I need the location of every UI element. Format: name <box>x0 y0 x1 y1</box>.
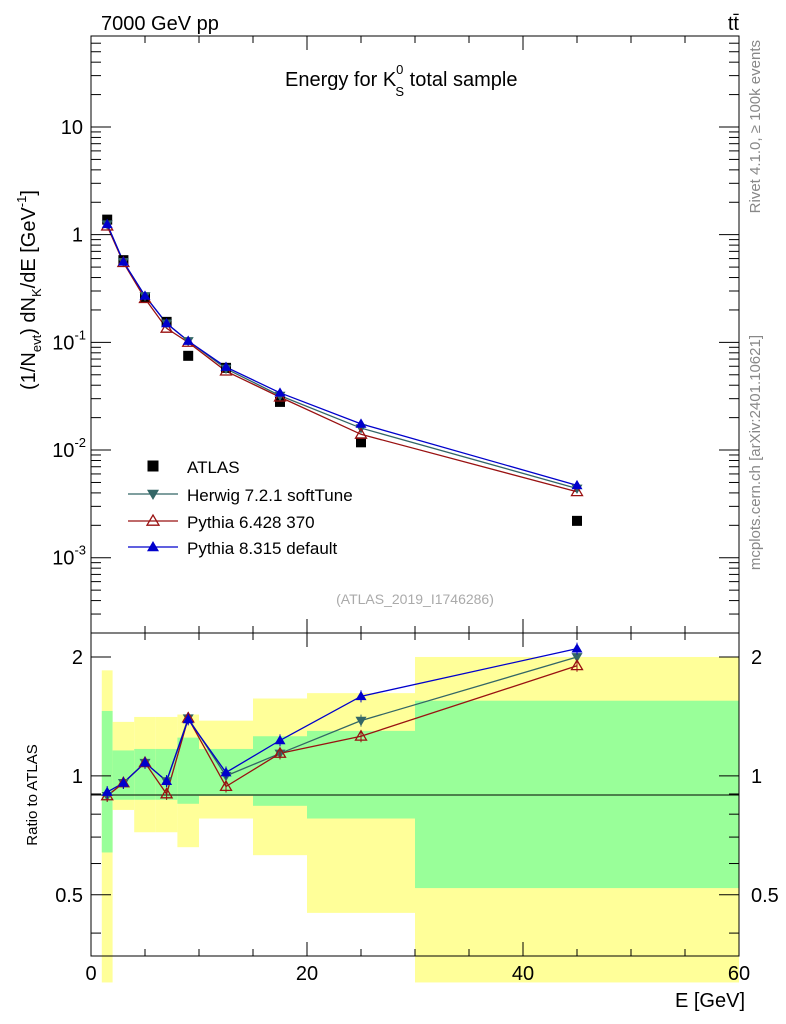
ratio-point-series-3 <box>571 643 583 653</box>
uncertainty-band-green <box>415 700 739 889</box>
mc-point-series-2 <box>354 427 368 439</box>
ratio-point-series-3 <box>220 766 232 777</box>
y-tick-label: 10-3 <box>52 543 86 570</box>
ratio-point-series-3 <box>274 734 286 745</box>
y-tick-label: 1 <box>72 225 83 247</box>
atlas-data-point <box>275 396 285 407</box>
y-tick-label: 10-1 <box>52 327 86 354</box>
ratio-y-tick-label-right: 1 <box>751 766 762 788</box>
ratio-y-tick-label: 1 <box>72 766 83 788</box>
legend-marker <box>147 541 159 552</box>
chart-title: Energy for K0 S total sample <box>285 62 517 99</box>
ratio-point-series-3 <box>117 777 129 787</box>
x-tick-label: 20 <box>296 963 318 985</box>
ratio-y-tick-label: 2 <box>72 647 83 669</box>
legend-label: Pythia 8.315 default <box>187 539 338 558</box>
atlas-data-point <box>183 350 194 361</box>
uncertainty-band-green <box>177 737 199 804</box>
legend: ATLAS Herwig 7.2.1 softTune Pythia 6.428 3… <box>128 458 353 558</box>
uncertainty-band-green <box>134 748 156 800</box>
header-right-label: tt̄ <box>728 13 740 35</box>
ratio-y-tick-label-right: 0.5 <box>751 885 779 907</box>
ratio-point-series-3 <box>139 757 151 767</box>
atlas-data-point <box>356 437 366 448</box>
ratio-point-series-3 <box>161 775 173 785</box>
rivet-label: Rivet 4.1.0, ≥ 100k events <box>747 40 764 213</box>
ratio-panel: 0.5 0.5 1 1 2 2 Ratio to ATLAS <box>24 632 779 983</box>
mc-point-series-3 <box>571 479 583 490</box>
x-axis-label: E [GeV] <box>675 990 745 1012</box>
ratio-y-tick-label: 0.5 <box>55 885 83 907</box>
mc-point-series-3 <box>101 218 113 229</box>
legend-marker <box>145 513 161 526</box>
mcplots-label: mcplots.cern.ch [arXiv:2401.10621] <box>747 335 764 570</box>
ratio-point-series-2 <box>219 779 233 792</box>
legend-label: Herwig 7.2.1 softTune <box>187 486 353 505</box>
ratio-point-series-3 <box>101 786 113 796</box>
series-line-3 <box>106 223 578 486</box>
ratio-point-series-3 <box>182 713 194 724</box>
x-tick-label: 0 <box>85 963 96 985</box>
mc-point-series-3 <box>117 256 129 266</box>
uncertainty-band-green <box>307 730 415 819</box>
ratio-point-series-2 <box>354 729 368 741</box>
mc-point-series-3 <box>139 290 151 300</box>
y-tick-label: 10 <box>61 117 83 139</box>
mc-point-series-3 <box>161 317 173 328</box>
analysis-watermark: (ATLAS_2019_I1746286) <box>336 591 494 607</box>
mc-point-series-3 <box>355 418 367 428</box>
x-tick-label: 40 <box>512 963 534 985</box>
mc-point-series-3 <box>220 361 232 371</box>
atlas-data-point <box>572 515 582 526</box>
ratio-point-series-1 <box>571 653 583 663</box>
y-axis-label: (1/Nevt) dNK/dE [GeV-1] <box>14 190 44 390</box>
ratio-point-series-2 <box>159 787 174 799</box>
mc-point-series-3 <box>182 335 194 345</box>
ratio-y-tick-label-right: 2 <box>751 647 762 669</box>
header-left-label: 7000 GeV pp <box>101 13 219 35</box>
legend-label: ATLAS <box>187 458 240 477</box>
ratio-point-series-1 <box>355 716 367 727</box>
series-line-2 <box>106 225 578 493</box>
mc-point-series-2 <box>159 321 174 333</box>
ratio-point-series-2 <box>570 658 584 671</box>
series-line-1 <box>106 223 578 490</box>
main-panel: 10-3 10-2 10-1 1 10 Energy for K0 S total sam… <box>14 35 740 634</box>
ratio-point-series-2 <box>273 746 287 758</box>
legend-marker <box>147 489 159 500</box>
y-tick-label: 10-2 <box>52 435 86 462</box>
ratio-y-axis-label: Ratio to ATLAS <box>24 744 41 845</box>
legend-marker <box>147 460 159 472</box>
ratio-point-series-3 <box>355 690 367 701</box>
x-tick-label: 60 <box>728 963 750 985</box>
legend-label: Pythia 6.428 370 <box>187 513 315 532</box>
mc-point-series-3 <box>274 387 286 397</box>
uncertainty-band-green <box>101 710 113 853</box>
mc-point-series-2 <box>570 484 584 497</box>
